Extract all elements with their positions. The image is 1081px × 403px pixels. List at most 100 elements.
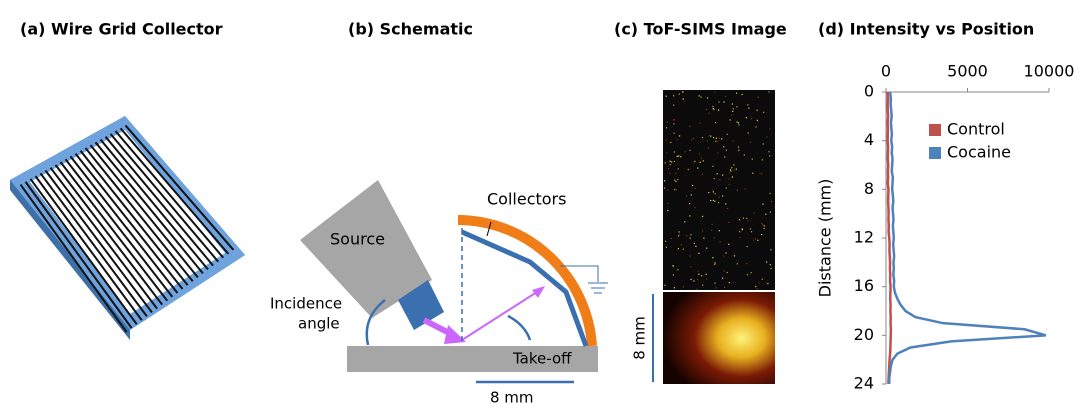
speck <box>732 111 733 112</box>
speck <box>752 159 753 160</box>
speck <box>674 151 675 152</box>
speck <box>695 246 696 247</box>
speck <box>739 231 740 232</box>
speck <box>732 176 733 177</box>
speck <box>674 189 675 190</box>
speck <box>728 244 729 245</box>
speck <box>731 167 732 168</box>
speck <box>686 235 687 236</box>
speck <box>683 286 684 287</box>
speck <box>729 222 730 223</box>
speck <box>736 93 737 94</box>
speck <box>745 188 746 189</box>
speck <box>732 103 733 104</box>
speck <box>765 214 766 215</box>
speck <box>747 274 748 275</box>
speck <box>718 109 719 110</box>
speck <box>747 246 748 247</box>
speck <box>700 162 701 163</box>
speck <box>667 122 668 123</box>
speck <box>731 115 732 116</box>
schematic: Source Collectors Incidence angle Take-o… <box>270 180 608 403</box>
speck <box>744 154 745 155</box>
speck <box>692 185 693 186</box>
speck <box>725 96 726 97</box>
speck <box>699 153 700 154</box>
speck <box>684 151 685 152</box>
speck <box>722 278 723 279</box>
wire-grid <box>10 116 245 340</box>
speck <box>670 164 671 165</box>
speck <box>667 210 668 211</box>
speck <box>724 287 725 288</box>
panel-title: (c) ToF-SIMS Image <box>614 20 787 39</box>
label: Take-off <box>512 350 572 368</box>
speck <box>711 230 712 231</box>
speck <box>695 188 696 189</box>
speck <box>666 96 667 97</box>
y-tick-label: 24 <box>854 374 874 393</box>
speck <box>673 119 674 120</box>
speck <box>751 118 752 119</box>
speck <box>750 228 751 229</box>
speck <box>714 282 715 283</box>
speck <box>751 272 752 273</box>
speck <box>698 274 699 275</box>
speck <box>715 122 716 123</box>
speck <box>706 248 707 249</box>
speck <box>713 191 714 192</box>
speck <box>724 156 725 157</box>
speck <box>739 237 740 238</box>
speck <box>758 283 759 284</box>
panel-title: (a) Wire Grid Collector <box>20 20 223 39</box>
speck <box>702 216 703 217</box>
speck <box>722 195 723 196</box>
speck <box>665 241 666 242</box>
speck <box>712 189 713 190</box>
speck <box>717 141 718 142</box>
speck <box>666 127 667 128</box>
speck <box>676 156 677 157</box>
speck <box>763 112 764 113</box>
speck <box>734 255 735 256</box>
speck <box>679 234 680 235</box>
speck <box>690 279 691 280</box>
speck <box>666 152 667 153</box>
speck <box>677 139 678 140</box>
speck <box>694 161 695 162</box>
speck <box>664 285 665 286</box>
speck <box>725 203 726 204</box>
speck <box>746 263 747 264</box>
speck <box>763 143 764 144</box>
panel-title: (d) Intensity vs Position <box>818 20 1034 39</box>
label: 8 mm <box>490 389 534 403</box>
speck <box>689 203 690 204</box>
speck <box>770 268 771 269</box>
speck <box>677 179 678 180</box>
speck <box>769 155 770 156</box>
y-tick-label: 0 <box>864 82 874 101</box>
speck <box>689 150 690 151</box>
x-tick-label: 0 <box>881 62 891 81</box>
speck <box>666 247 667 248</box>
speck <box>701 157 702 158</box>
speck <box>718 101 719 102</box>
speck <box>713 137 714 138</box>
speck <box>715 287 716 288</box>
speck <box>757 110 758 111</box>
speck <box>675 173 676 174</box>
speck <box>730 119 731 120</box>
speck <box>762 279 763 280</box>
speck <box>762 224 763 225</box>
speck <box>723 146 724 147</box>
speck <box>712 224 713 225</box>
speck <box>727 208 728 209</box>
speck <box>683 249 684 250</box>
speck <box>736 168 737 169</box>
speck <box>694 243 695 244</box>
speck <box>754 213 755 214</box>
speck <box>667 203 668 204</box>
series-line <box>888 92 891 384</box>
speck <box>719 230 720 231</box>
speck <box>664 180 665 181</box>
